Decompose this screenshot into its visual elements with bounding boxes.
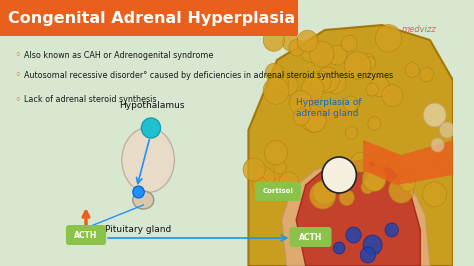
Circle shape <box>310 182 336 209</box>
Text: ◦: ◦ <box>14 70 21 80</box>
Circle shape <box>420 67 434 82</box>
Circle shape <box>362 166 386 191</box>
Circle shape <box>293 109 310 126</box>
Circle shape <box>345 52 371 79</box>
Circle shape <box>325 72 346 94</box>
Circle shape <box>346 227 361 243</box>
FancyBboxPatch shape <box>66 225 106 245</box>
Circle shape <box>133 186 144 198</box>
Ellipse shape <box>122 127 174 193</box>
Circle shape <box>304 109 326 132</box>
Circle shape <box>389 177 414 203</box>
Circle shape <box>264 141 288 165</box>
Circle shape <box>365 172 384 191</box>
Circle shape <box>313 180 336 204</box>
Circle shape <box>265 63 283 82</box>
Circle shape <box>439 122 455 138</box>
Text: ◦: ◦ <box>14 50 21 60</box>
Text: Autosomal recessive disorder° caused by deficiencies in adrenal steroid synthesi: Autosomal recessive disorder° caused by … <box>24 70 393 80</box>
Circle shape <box>263 29 284 51</box>
Polygon shape <box>363 140 453 185</box>
Circle shape <box>386 156 399 169</box>
Circle shape <box>363 235 382 255</box>
Circle shape <box>360 247 375 263</box>
Circle shape <box>385 223 398 237</box>
Circle shape <box>366 83 379 96</box>
Circle shape <box>297 30 318 52</box>
Circle shape <box>346 126 357 139</box>
Circle shape <box>301 106 326 132</box>
Circle shape <box>343 96 358 112</box>
Polygon shape <box>248 25 453 266</box>
Circle shape <box>370 76 390 97</box>
Circle shape <box>333 157 347 172</box>
Text: ACTH: ACTH <box>299 232 322 242</box>
Text: medvizz: medvizz <box>401 26 436 35</box>
Circle shape <box>311 71 331 92</box>
Circle shape <box>289 91 312 115</box>
Circle shape <box>274 161 286 174</box>
Circle shape <box>347 99 359 112</box>
Text: Lack of adrenal steroid synthesis: Lack of adrenal steroid synthesis <box>24 95 156 105</box>
Circle shape <box>263 77 289 104</box>
Circle shape <box>252 177 267 193</box>
Circle shape <box>361 180 374 194</box>
Polygon shape <box>296 160 420 266</box>
Circle shape <box>271 74 288 92</box>
Text: Cortisol: Cortisol <box>263 188 293 194</box>
Circle shape <box>141 118 161 138</box>
Circle shape <box>279 172 299 193</box>
Text: Hyperplasia of
adrenal gland: Hyperplasia of adrenal gland <box>296 98 362 118</box>
Circle shape <box>272 176 296 201</box>
Polygon shape <box>282 162 430 266</box>
Text: ACTH: ACTH <box>74 231 98 239</box>
Circle shape <box>431 138 444 152</box>
Circle shape <box>301 40 322 63</box>
Text: Also known as CAH or Adrenogenital syndrome: Also known as CAH or Adrenogenital syndr… <box>24 51 213 60</box>
Circle shape <box>363 57 375 70</box>
FancyBboxPatch shape <box>290 227 331 247</box>
Text: Pituitary gland: Pituitary gland <box>105 226 171 235</box>
Circle shape <box>333 242 345 254</box>
Circle shape <box>339 190 354 206</box>
Circle shape <box>423 182 447 207</box>
Text: ◦: ◦ <box>14 95 21 105</box>
FancyBboxPatch shape <box>0 0 298 36</box>
Circle shape <box>405 63 419 77</box>
Circle shape <box>341 35 357 52</box>
Circle shape <box>375 25 401 52</box>
Circle shape <box>301 77 324 101</box>
Circle shape <box>328 45 347 65</box>
FancyBboxPatch shape <box>255 182 301 201</box>
Circle shape <box>361 53 374 68</box>
Circle shape <box>399 174 416 192</box>
Circle shape <box>283 34 299 51</box>
Circle shape <box>322 157 356 193</box>
Circle shape <box>243 158 265 181</box>
Circle shape <box>315 67 339 92</box>
Circle shape <box>310 41 334 67</box>
Text: Congenital Adrenal Hyperplasia: Congenital Adrenal Hyperplasia <box>8 11 295 27</box>
Circle shape <box>254 167 274 189</box>
Circle shape <box>435 155 449 170</box>
Circle shape <box>279 75 298 95</box>
Circle shape <box>404 171 415 183</box>
Text: Hypothalamus: Hypothalamus <box>119 101 185 110</box>
Circle shape <box>351 152 370 172</box>
Circle shape <box>368 117 381 130</box>
Ellipse shape <box>133 191 154 209</box>
Circle shape <box>423 103 446 127</box>
Circle shape <box>382 85 403 107</box>
Circle shape <box>374 153 389 169</box>
Circle shape <box>289 39 305 56</box>
